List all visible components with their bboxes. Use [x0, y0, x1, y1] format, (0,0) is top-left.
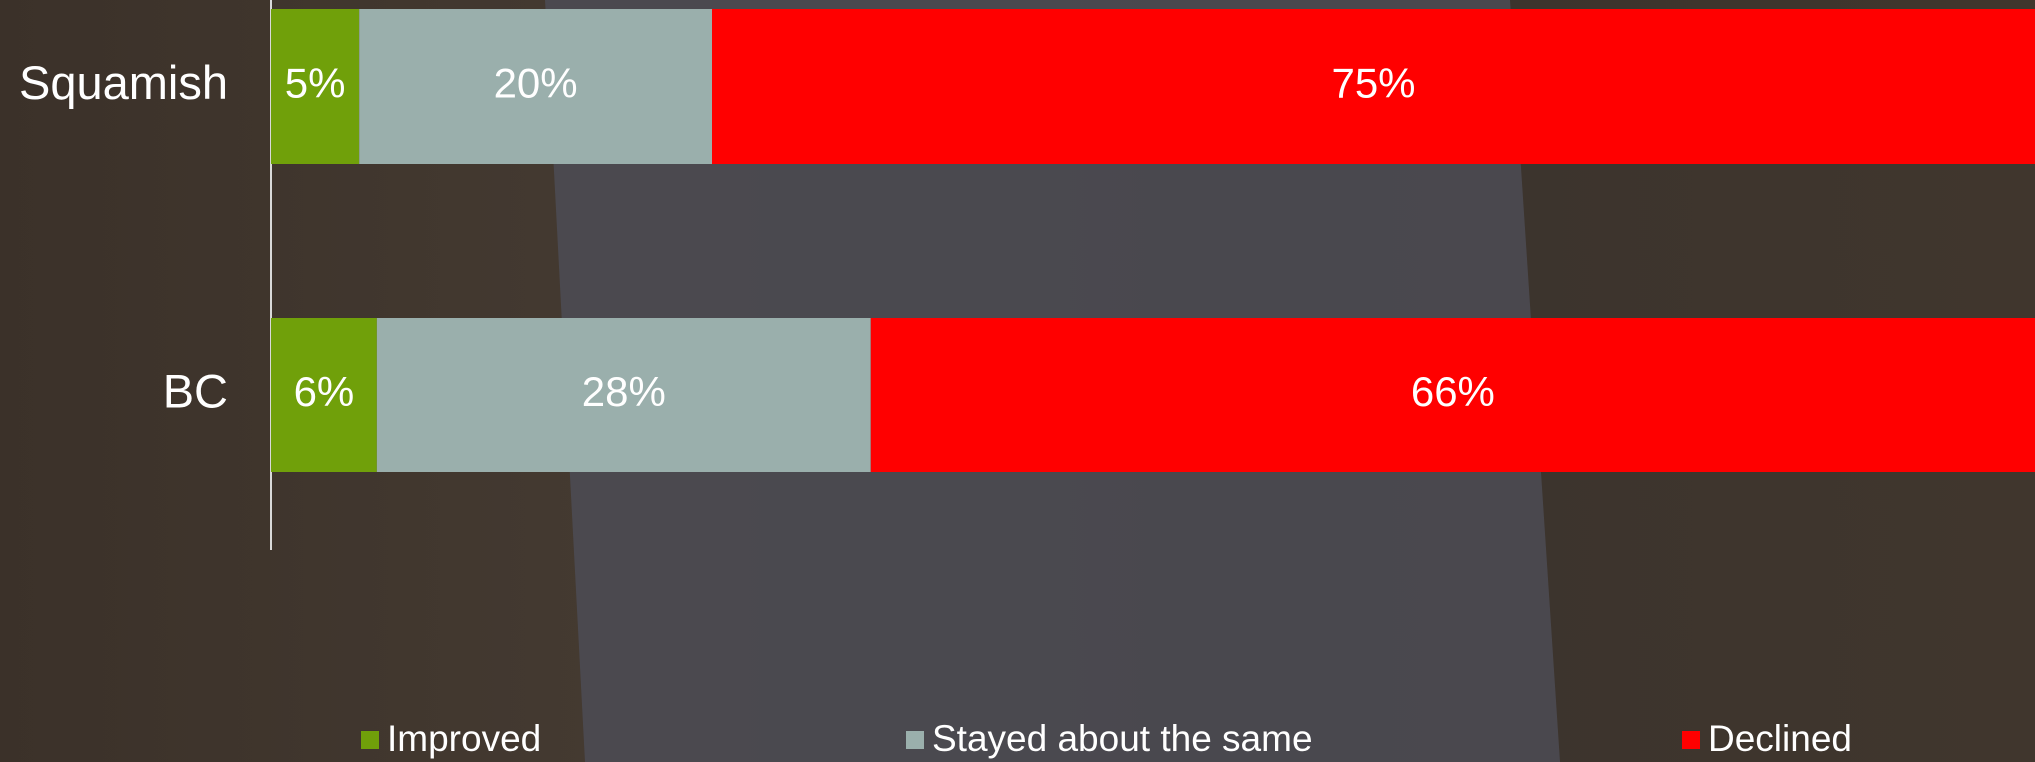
value-label: 6% — [294, 368, 355, 415]
legend-swatch — [1682, 731, 1700, 749]
legend-label: Declined — [1708, 718, 1852, 759]
value-label: 5% — [285, 60, 346, 107]
legend-swatch — [906, 731, 924, 749]
category-label: Squamish — [19, 56, 228, 109]
value-label: 66% — [1411, 368, 1495, 415]
value-label: 20% — [494, 60, 578, 107]
chart: Squamish 5% 20% 75% BC 6% 28% 66% Improved Stayed… — [0, 0, 2035, 762]
category-label: BC — [163, 364, 228, 417]
legend-label: Improved — [387, 718, 541, 759]
legend-label: Stayed about the same — [932, 718, 1313, 759]
value-label: 28% — [582, 368, 666, 415]
legend-swatch — [361, 731, 379, 749]
value-label: 75% — [1331, 60, 1415, 107]
